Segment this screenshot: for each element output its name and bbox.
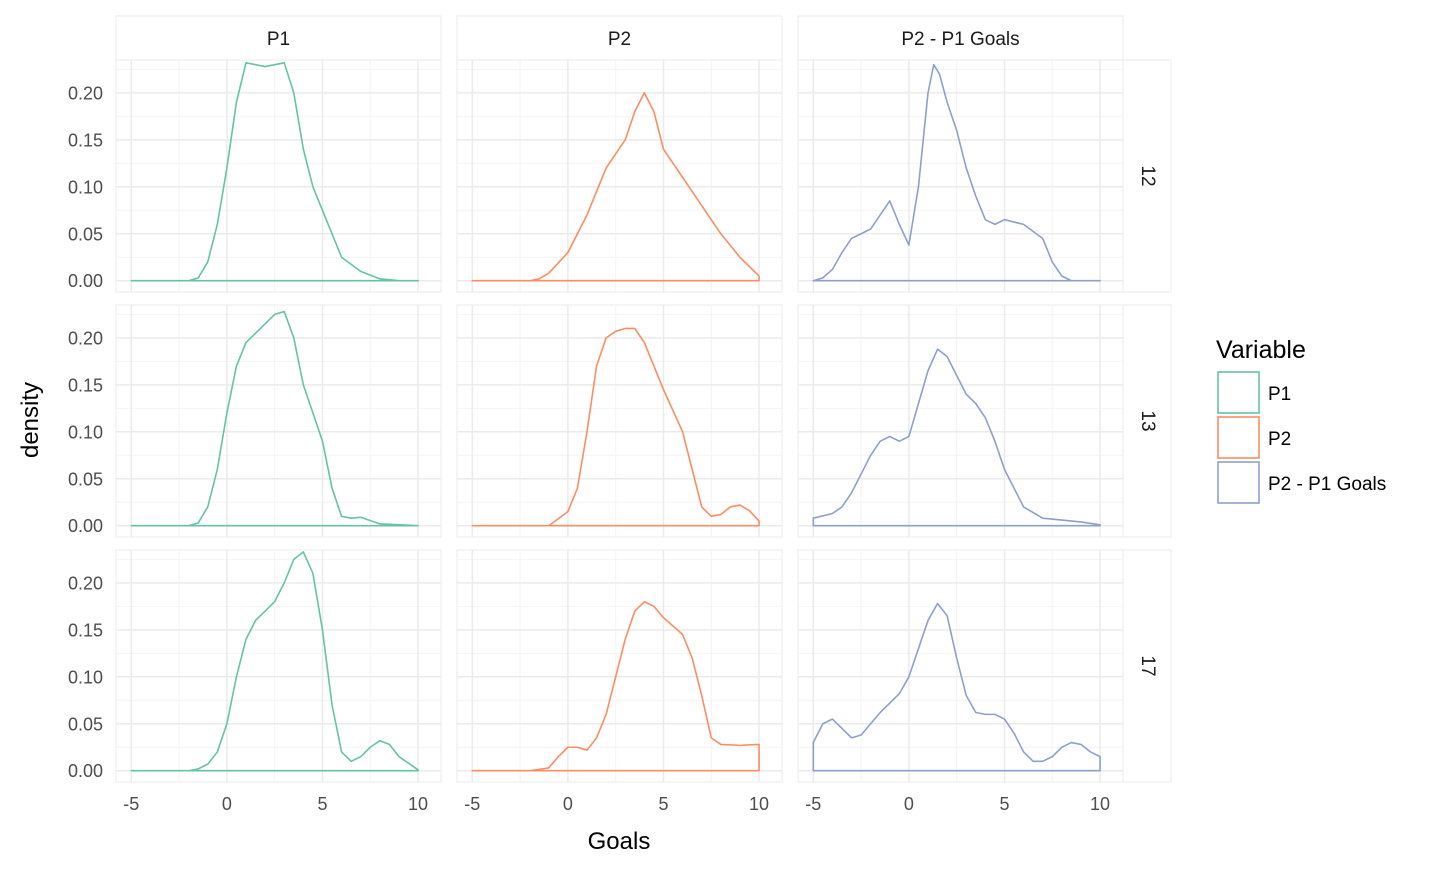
facet-panel	[797, 59, 1124, 293]
x-tick-label: 0	[222, 794, 232, 814]
y-tick-label: 0.05	[68, 224, 103, 244]
facet-panels	[115, 59, 1124, 783]
y-tick-label: 0.20	[68, 83, 103, 103]
legend-title: Variable	[1216, 336, 1306, 364]
x-tick-label: 10	[408, 794, 428, 814]
y-tick-label: 0.20	[68, 573, 103, 593]
y-tick-label: 0.15	[68, 130, 103, 150]
y-tick-label: 0.10	[68, 667, 103, 687]
y-tick-label: 0.10	[68, 422, 103, 442]
x-tick-label: 0	[904, 794, 914, 814]
x-axis-title: Goals	[588, 828, 651, 855]
density-curve	[130, 551, 419, 772]
legend-key	[1217, 371, 1260, 414]
facet-strip-row-label: 12	[1137, 165, 1158, 186]
y-tick-label: 0.15	[68, 620, 103, 640]
facet-panel	[115, 59, 442, 293]
x-tick-label: 10	[749, 794, 769, 814]
facet-strip-col	[115, 15, 442, 61]
density-curve	[471, 600, 760, 772]
facet-strip-row	[1122, 59, 1172, 293]
x-tick-label: 5	[317, 794, 327, 814]
legend-label: P1	[1268, 384, 1291, 405]
y-tick-label: 0.00	[68, 516, 103, 536]
density-curve	[812, 63, 1101, 282]
facet-panel	[456, 549, 783, 783]
facet-strips: P1 P2 P2 - P1 Goals 12 13 17	[115, 15, 1172, 783]
facet-strip-col-label: P2	[608, 29, 631, 50]
x-tick-label: 5	[658, 794, 668, 814]
facet-strip-row-label: 17	[1137, 655, 1158, 676]
facet-panel	[456, 304, 783, 538]
legend-key	[1217, 461, 1260, 504]
panel-border	[797, 304, 1124, 538]
x-tick-label: 10	[1090, 794, 1110, 814]
facet-strip-col	[797, 15, 1124, 61]
axes: 0.00 0.05 0.10 0.15 0.20 0.00 0.05 0.10 0.15 0.20…	[68, 83, 1110, 814]
facet-strip-col-label: P1	[267, 29, 290, 50]
facet-strip-row	[1122, 304, 1172, 538]
facet-strip-row	[1122, 549, 1172, 783]
facet-panel	[797, 549, 1124, 783]
y-tick-label: 0.00	[68, 761, 103, 781]
legend-key	[1217, 416, 1260, 459]
facet-strip-row-label: 13	[1137, 410, 1158, 431]
x-tick-label: -5	[123, 794, 139, 814]
legend-label: P2	[1268, 429, 1291, 450]
legend: Variable P1 P2 P2 - P1 Goals	[1216, 336, 1386, 504]
y-tick-label: 0.20	[68, 328, 103, 348]
facet-panel	[456, 59, 783, 293]
facet-panel	[797, 304, 1124, 538]
x-tick-label: 5	[999, 794, 1009, 814]
panel-border	[115, 304, 442, 538]
x-tick-label: 0	[563, 794, 573, 814]
y-axis-title: density	[17, 382, 44, 458]
legend-label: P2 - P1 Goals	[1268, 474, 1386, 495]
density-curve	[812, 602, 1101, 772]
facet-strip-col-label: P2 - P1 Goals	[901, 29, 1019, 50]
y-tick-label: 0.15	[68, 375, 103, 395]
panel-border	[456, 549, 783, 783]
y-tick-label: 0.00	[68, 271, 103, 291]
panel-border	[797, 59, 1124, 293]
density-curve	[471, 327, 760, 527]
x-tick-label: -5	[805, 794, 821, 814]
x-tick-label: -5	[464, 794, 480, 814]
y-tick-label: 0.05	[68, 714, 103, 734]
density-curve	[471, 92, 760, 282]
density-curve	[130, 310, 419, 527]
panel-border	[456, 59, 783, 293]
y-tick-label: 0.10	[68, 177, 103, 197]
panel-border	[456, 304, 783, 538]
facet-panel	[115, 304, 442, 538]
y-tick-label: 0.05	[68, 469, 103, 489]
density-curve	[812, 348, 1101, 527]
panel-border	[115, 59, 442, 293]
density-curve	[130, 62, 419, 282]
